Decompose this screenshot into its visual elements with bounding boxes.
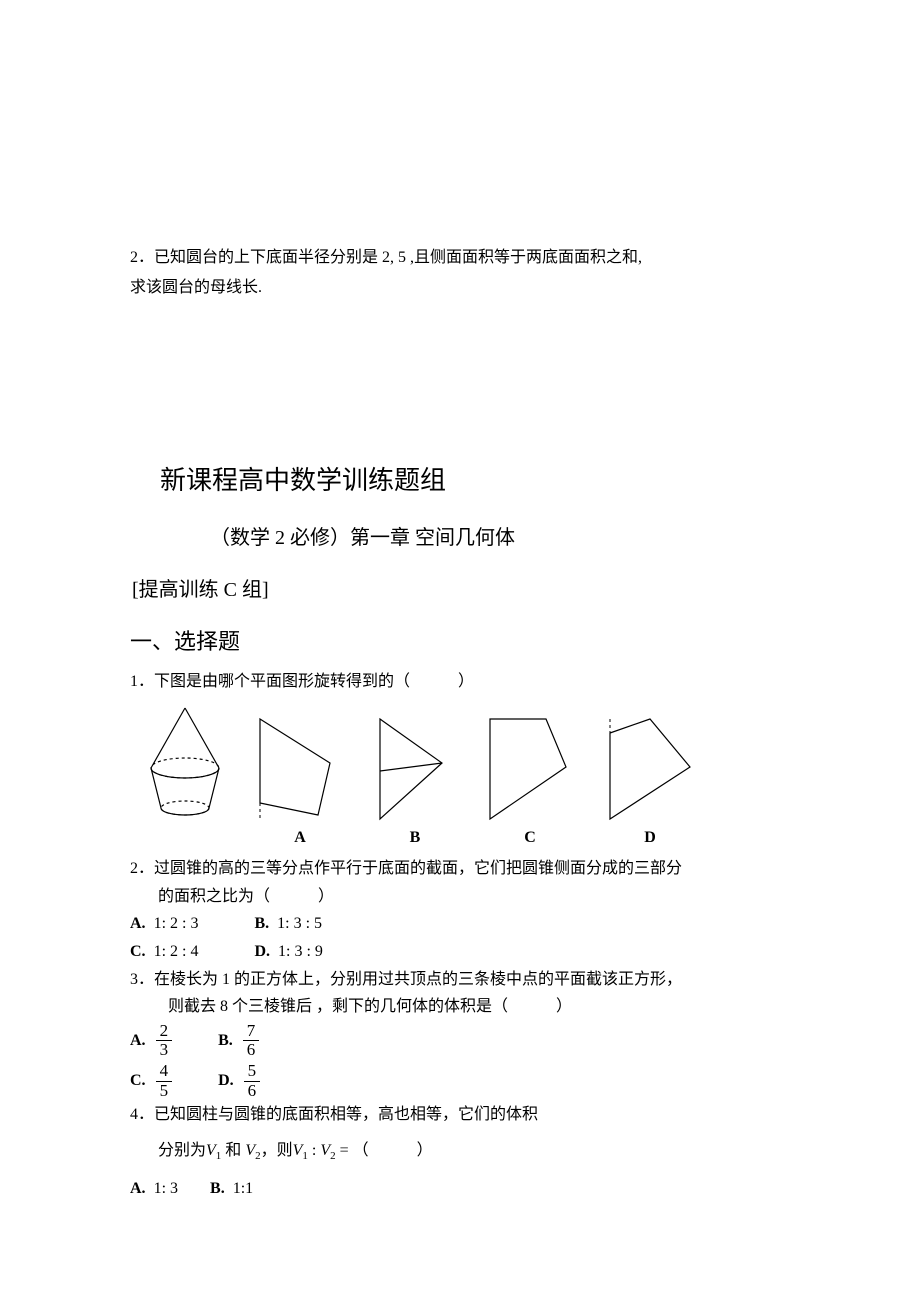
c3-B-frac: 7 6 — [243, 1022, 260, 1060]
c2-options-row1: A. 1: 2 : 3 B. 1: 3 : 5 — [130, 911, 795, 937]
c3-options-row1: A. 2 3 B. 7 6 — [130, 1022, 795, 1060]
c2-A: 1: 2 : 3 — [154, 915, 199, 932]
c4-stem-line2: 分别为V1 和 V2，则V1 : V2 = （ ） — [130, 1138, 795, 1166]
c1-solid — [130, 703, 240, 851]
c4-stem-line1: 4．已知圆柱与圆锥的底面积相等，高也相等，它们的体积 — [130, 1102, 795, 1128]
section-header: 一、选择题 — [130, 624, 795, 659]
c3-stem-line2: 则截去 8 个三棱锥后 ，剩下的几何体的体积是（ ） — [130, 994, 795, 1020]
c2-stem-line1: 2．过圆锥的高的三等分点作平行于底面的截面，它们把圆锥侧面分成的三部分 — [130, 856, 795, 882]
c1-option-C: C — [480, 713, 580, 851]
sub-title: （数学 2 必修）第一章 空间几何体 — [210, 522, 795, 554]
c1-option-A: A — [250, 713, 350, 851]
c4-A: 1: 3 — [154, 1180, 178, 1197]
c2-D: 1: 3 : 9 — [278, 943, 323, 960]
label-C: C — [480, 825, 580, 851]
c3-stem-line1: 3．在棱长为 1 的正方体上，分别用过共顶点的三条棱中点的平面截该正方形， — [130, 967, 795, 993]
c3-A-frac: 2 3 — [156, 1022, 173, 1060]
option-C-shape-icon — [480, 713, 580, 823]
c1-option-B: B — [370, 713, 460, 851]
option-A-shape-icon — [250, 713, 350, 823]
label-A: A — [250, 825, 350, 851]
c1-stem: 1．下图是由哪个平面图形旋转得到的（ ） — [130, 669, 795, 695]
c1-option-D: D — [600, 713, 700, 851]
solid-cone-frustum-icon — [130, 703, 240, 823]
c3-options-row2: C. 4 5 D. 5 6 — [130, 1062, 795, 1100]
upper-q2-line2: 求该圆台的母线长. — [130, 275, 795, 301]
c2-C: 1: 2 : 4 — [154, 943, 199, 960]
c2-options-row2: C. 1: 2 : 4 D. 1: 3 : 9 — [130, 939, 795, 965]
c4-options-row1: A. 1: 3 B. 1:1 — [130, 1176, 795, 1202]
group-label: [提高训练 C 组] — [132, 574, 795, 606]
big-title: 新课程高中数学训练题组 — [160, 460, 795, 502]
c2-B: 1: 3 : 5 — [277, 915, 322, 932]
option-D-shape-icon — [600, 713, 700, 823]
option-B-shape-icon — [370, 713, 460, 823]
c2-stem-line2: 的面积之比为（ ） — [130, 884, 795, 910]
label-D: D — [600, 825, 700, 851]
c3-C-frac: 4 5 — [156, 1062, 173, 1100]
upper-q2-line1: 2．已知圆台的上下底面半径分别是 2, 5 ,且侧面面积等于两底面面积之和, — [130, 245, 795, 271]
c4-B: 1:1 — [233, 1180, 253, 1197]
c1-shapes-row: A B C D — [130, 703, 795, 851]
c3-D-frac: 5 6 — [244, 1062, 261, 1100]
page: 2．已知圆台的上下底面半径分别是 2, 5 ,且侧面面积等于两底面面积之和, 求… — [0, 0, 920, 1263]
label-B: B — [370, 825, 460, 851]
